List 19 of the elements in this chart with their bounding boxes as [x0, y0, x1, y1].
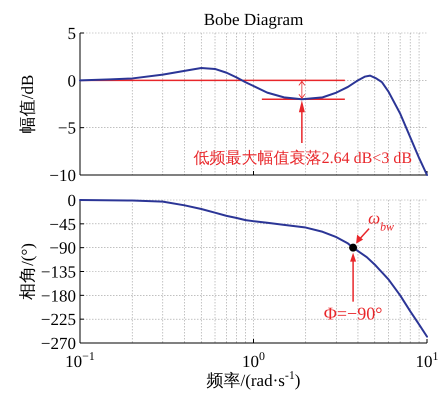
chart-title: Bobe Diagram — [204, 10, 304, 29]
y-tick-label: 0 — [68, 191, 76, 210]
annotation: ω$_{bw}$ — [368, 208, 394, 234]
annotation: 低频最大幅值衰落2.64 dB<3 dB — [194, 149, 412, 167]
y-tick-label: −45 — [49, 214, 76, 234]
y-axis-title: 相角/(°) — [18, 243, 37, 300]
y-tick-label: 0 — [68, 71, 76, 90]
annotation: Φ=−90° — [324, 304, 382, 324]
y-tick-label: −90 — [49, 238, 76, 258]
y-axis-title: 幅值/dB — [18, 74, 37, 134]
y-tick-label: 5 — [68, 24, 76, 43]
y-tick-label: −10 — [49, 166, 76, 185]
y-tick-label: −225 — [40, 310, 76, 330]
y-tick-label: −135 — [40, 262, 76, 282]
y-tick-label: −5 — [58, 118, 76, 138]
x-axis-title: 频率/(rad·s$^{-1}$) — [206, 368, 300, 390]
y-tick-label: −180 — [40, 286, 76, 306]
x-tick-label: 10$^{0}$ — [242, 349, 266, 371]
x-tick-label: 10$^{1}$ — [416, 349, 439, 371]
